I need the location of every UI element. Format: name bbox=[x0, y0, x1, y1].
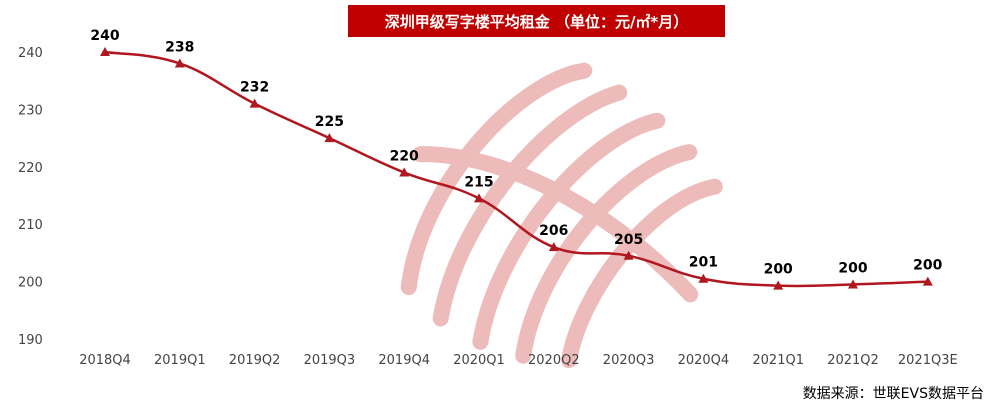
data-point-marker bbox=[848, 279, 858, 289]
data-point-marker bbox=[249, 98, 260, 108]
data-label: 206 bbox=[539, 223, 568, 239]
data-point-marker bbox=[623, 250, 634, 260]
watermark-stripe bbox=[515, 144, 698, 364]
watermark-stripe bbox=[400, 62, 593, 296]
watermark-logo bbox=[400, 62, 723, 369]
data-point-marker bbox=[474, 193, 484, 203]
data-label: 200 bbox=[838, 260, 867, 276]
y-tick-label: 210 bbox=[18, 218, 43, 233]
data-label: 232 bbox=[240, 80, 269, 96]
x-tick-label: 2021Q3E bbox=[898, 353, 958, 368]
data-labels: 240 238 232 225 220 215 206 205 201 200 200 200 bbox=[90, 28, 942, 278]
x-tick-label: 2019Q2 bbox=[229, 353, 281, 368]
x-axis-tick-labels: 2018Q4 2019Q1 2019Q2 2019Q3 2019Q4 2020Q1 2020… bbox=[79, 353, 958, 368]
y-tick-label: 240 bbox=[18, 46, 43, 61]
x-tick-label: 2019Q4 bbox=[378, 353, 430, 368]
data-point-marker bbox=[174, 58, 185, 68]
data-label: 225 bbox=[315, 114, 344, 130]
data-label: 205 bbox=[614, 232, 643, 248]
x-tick-label: 2019Q1 bbox=[154, 353, 206, 368]
watermark-stripe bbox=[561, 178, 723, 369]
y-tick-label: 230 bbox=[18, 103, 43, 118]
data-label: 201 bbox=[689, 255, 718, 271]
data-label: 238 bbox=[165, 39, 194, 55]
x-tick-label: 2020Q4 bbox=[678, 353, 730, 368]
chart-title: 深圳甲级写字楼平均租金 （单位：元/㎡*月） bbox=[348, 5, 725, 37]
data-point-marker bbox=[100, 47, 110, 56]
data-point-marker bbox=[698, 273, 709, 283]
y-tick-label: 190 bbox=[18, 333, 43, 348]
x-tick-label: 2020Q3 bbox=[603, 353, 655, 368]
data-point-marker bbox=[548, 242, 559, 252]
x-tick-label: 2018Q4 bbox=[79, 353, 131, 368]
data-label: 215 bbox=[464, 174, 493, 190]
source-note: 数据来源：世联EVS数据平台 bbox=[802, 386, 984, 402]
x-tick-label: 2020Q2 bbox=[528, 353, 580, 368]
data-point-marker bbox=[399, 167, 410, 177]
data-label: 220 bbox=[390, 149, 419, 165]
y-axis-tick-labels: 190 200 210 220 230 240 bbox=[18, 46, 43, 348]
data-point-marker bbox=[324, 133, 335, 143]
watermark-stripe bbox=[472, 112, 666, 350]
x-tick-label: 2021Q1 bbox=[752, 353, 804, 368]
y-tick-label: 220 bbox=[18, 161, 43, 176]
data-label: 200 bbox=[913, 258, 942, 274]
series-markers bbox=[100, 47, 933, 290]
x-tick-label: 2020Q1 bbox=[453, 353, 505, 368]
data-point-marker bbox=[773, 280, 784, 290]
data-point-marker bbox=[922, 276, 933, 286]
x-tick-label: 2021Q2 bbox=[827, 353, 879, 368]
y-tick-label: 200 bbox=[18, 276, 43, 291]
x-tick-label: 2019Q3 bbox=[304, 353, 356, 368]
data-label: 240 bbox=[90, 28, 119, 44]
data-label: 200 bbox=[764, 262, 793, 278]
